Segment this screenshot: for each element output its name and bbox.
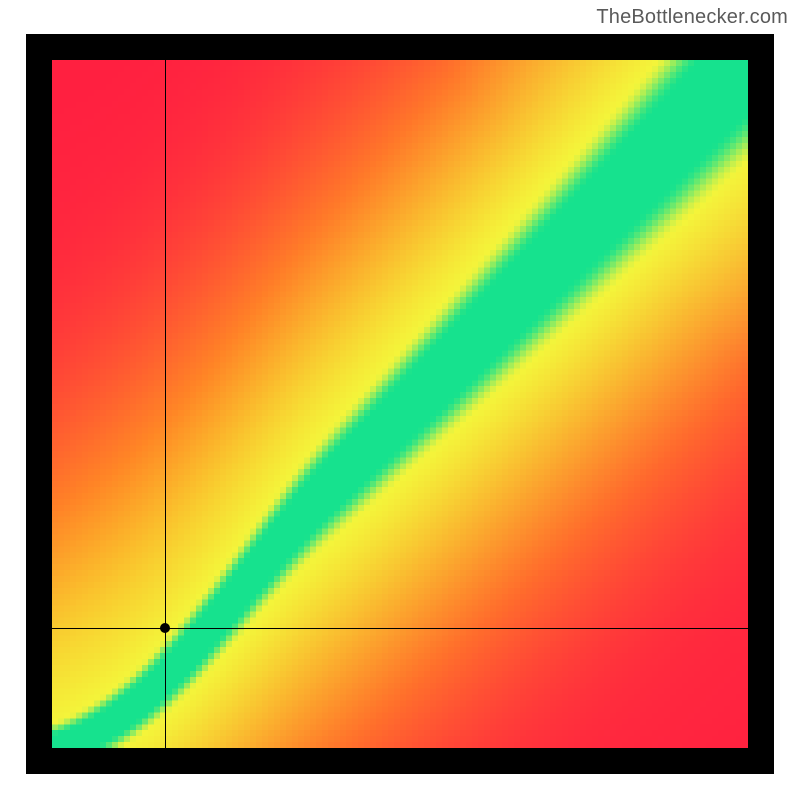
heatmap-canvas [52, 60, 748, 748]
crosshair-marker [160, 623, 170, 633]
crosshair-vertical [165, 60, 166, 748]
heatmap-area [52, 60, 748, 748]
crosshair-horizontal [52, 628, 748, 629]
heatmap-frame [26, 34, 774, 774]
watermark-text: TheBottlenecker.com [596, 6, 788, 29]
